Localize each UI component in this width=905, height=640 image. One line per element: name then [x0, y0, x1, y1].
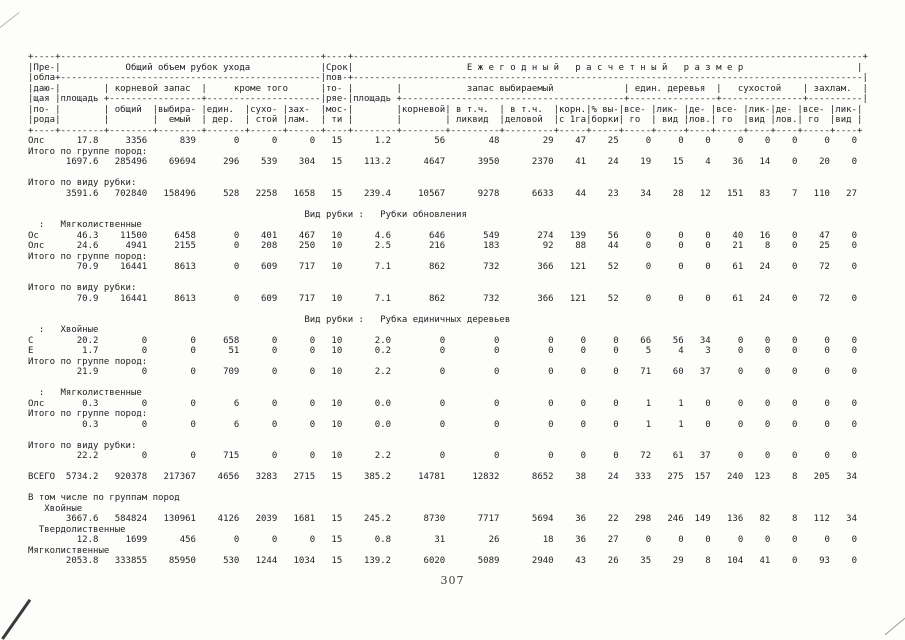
- table-line: Твердолиственные: [28, 524, 868, 535]
- table-line: 22.2 0 0 715 0 0 10 2.2 0 0 0 0 0 72 61 …: [28, 451, 868, 461]
- table-line: |по- | | общий |выбира- |един. |сухо- |з…: [28, 104, 863, 115]
- table-line: Олс 17.8 3356 839 0 0 0 15 1.2 56 48 29 …: [28, 136, 868, 146]
- table-line: Ос 46.3 11500 6458 0 401 467 10 4.6 646 …: [28, 230, 868, 241]
- table-line: 70.9 16441 8613 0 609 717 10 7.1 862 732…: [28, 262, 868, 272]
- table-line: |обла+----------------------------------…: [28, 73, 868, 83]
- table-line: Олс 24.6 4941 2155 0 208 250 10 2.5 216 …: [28, 241, 868, 251]
- table-line: : Мягколиственные: [28, 388, 868, 398]
- table-line: +----+----------------------------------…: [28, 52, 868, 62]
- table-line: |даю-| | корневой запас | кроме того |то…: [28, 83, 868, 94]
- table-line: [28, 378, 868, 389]
- table-line: 21.9 0 0 709 0 0 10 2.2 0 0 0 0 0 71 60 …: [28, 367, 868, 377]
- table-line: |Пре-| Общий объем рубок ухода |Срок| Е …: [28, 62, 863, 73]
- page-number: 307: [440, 574, 465, 587]
- scan-artifact-top-left: [0, 12, 20, 29]
- table-line: Хвойные: [28, 503, 868, 514]
- table-line: Итого по виду рубки:: [28, 283, 868, 293]
- table-line: 70.9 16441 8613 0 609 717 10 7.1 862 732…: [28, 293, 868, 304]
- table-line: [28, 168, 868, 179]
- table-line: 1697.6 285496 69694 296 539 304 15 113.2…: [28, 157, 868, 167]
- table-line: Олс 0.3 0 0 6 0 0 10 0.0 0 0 0 0 0 1 1 0…: [28, 398, 868, 409]
- table-line: [28, 462, 868, 473]
- table-line: [28, 304, 868, 315]
- table-line: [28, 273, 868, 284]
- table-line: |щая |площадь +-----------------+-------…: [28, 94, 868, 104]
- table-line: [28, 199, 868, 210]
- table-line: 3667.6 584824 130961 4126 2039 1681 15 2…: [28, 514, 868, 524]
- table-line: : Мягколиственные: [28, 220, 868, 230]
- table-line: Итого по группе пород:: [28, 356, 868, 367]
- table-line: Вид рубки : Рубка единичных деревьев: [28, 314, 868, 325]
- table-line: Итого по группе пород:: [28, 409, 868, 419]
- scan-artifact-bottom-right: [884, 617, 905, 636]
- table-line: 0.3 0 0 6 0 0 10 0.0 0 0 0 0 0 1 1 0 0 0…: [28, 419, 868, 430]
- table-line: Итого по виду рубки:: [28, 440, 868, 451]
- table-line: ВСЕГО 5734.2 920378 217367 4656 3283 271…: [28, 472, 868, 482]
- table-line: |рода| | | емый | дер. | стой |лам. | ти…: [28, 115, 863, 125]
- table-line: : Хвойные: [28, 325, 868, 335]
- table-line: [28, 430, 868, 441]
- table-line: Вид рубки : Рубки обновления: [28, 209, 868, 220]
- forestry-cutting-table: +----+----------------------------------…: [28, 52, 868, 567]
- table-line: Итого по группе пород:: [28, 146, 868, 157]
- table-line: Итого по группе пород:: [28, 251, 868, 262]
- table-line: 12.8 1699 456 0 0 0 15 0.8 31 26 18 36 2…: [28, 535, 868, 545]
- table-line: Е 1.7 0 0 51 0 0 10 0.2 0 0 0 0 0 5 4 3 …: [28, 346, 868, 356]
- table-line: Итого по виду рубки:: [28, 178, 868, 188]
- table-line: В том числе по группам пород: [28, 493, 868, 503]
- table-line: [28, 483, 868, 494]
- table-line: 3591.6 702840 158496 528 2258 1658 15 23…: [28, 188, 868, 199]
- table-line: Мягколиственные: [28, 545, 868, 556]
- table-line: С 20.2 0 0 658 0 0 10 2.0 0 0 0 0 0 66 5…: [28, 335, 868, 346]
- table-line: +----+--------+--------+--------+-------…: [28, 125, 863, 136]
- scan-artifact-bottom-left: [1, 598, 31, 640]
- table-line: 2053.8 333855 85950 530 1244 1034 15 139…: [28, 556, 868, 566]
